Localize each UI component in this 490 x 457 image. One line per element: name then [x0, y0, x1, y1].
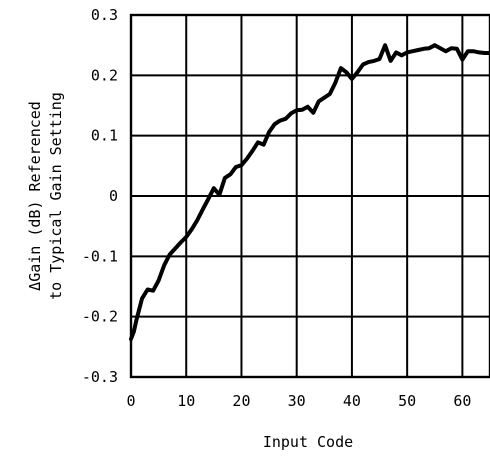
- y-axis-label-line-2: to Typical Gain Setting: [47, 92, 65, 300]
- x-tick-label: 40: [343, 392, 361, 410]
- y-tick-label: 0.3: [91, 6, 118, 24]
- x-tick-label: 20: [232, 392, 250, 410]
- series-line: [129, 43, 490, 341]
- x-tick-label: 30: [288, 392, 306, 410]
- y-tick-label: 0.2: [91, 66, 118, 84]
- x-tick-labels: 0 10 20 30 40 50 60: [126, 392, 471, 410]
- plot-frame: [129, 13, 490, 379]
- y-axis-label-line-1: ΔGain (dB) Referenced: [26, 101, 44, 291]
- x-tick-label: 60: [453, 392, 471, 410]
- y-tick-label: -0.2: [82, 308, 118, 326]
- y-tick-label: 0: [109, 187, 118, 205]
- y-tick-labels: 0.3 0.2 0.1 0 -0.1 -0.2 -0.3: [82, 6, 118, 386]
- x-tick-label: 50: [398, 392, 416, 410]
- grid: [131, 15, 490, 377]
- y-tick-label: 0.1: [91, 127, 118, 145]
- x-tick-label: 10: [177, 392, 195, 410]
- x-axis-label: Input Code: [263, 433, 353, 451]
- y-tick-label: -0.3: [82, 368, 118, 386]
- y-tick-label: -0.1: [82, 247, 118, 265]
- x-tick-label: 0: [126, 392, 135, 410]
